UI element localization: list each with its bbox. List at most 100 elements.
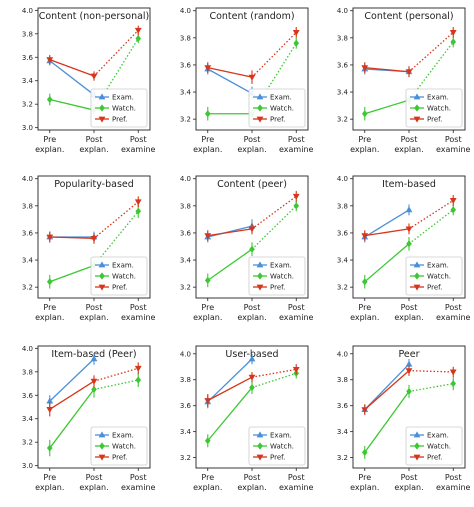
x-tick-label: explan. (237, 483, 266, 492)
x-tick-label: explan. (350, 313, 379, 322)
legend-label: Exam. (427, 94, 449, 102)
legend: Exam. Watch. Pref. (90, 88, 148, 128)
watch-point (135, 207, 142, 215)
x-tick-label: explan. (237, 145, 266, 154)
exam-point (90, 355, 98, 362)
exam-series-line (207, 358, 253, 403)
panel-title: Popularity-based (54, 179, 134, 190)
watch-series-dotted-line (251, 205, 297, 250)
y-tick-label: 3.6 (180, 229, 192, 237)
legend-label: Exam. (270, 94, 292, 102)
y-tick-label: 3.6 (180, 61, 192, 69)
y-tick-label: 4.0 (180, 7, 191, 15)
pref-point (90, 378, 98, 385)
x-tick-label: Post (130, 473, 147, 482)
watch-point (361, 448, 368, 457)
y-tick-label: 3.2 (180, 454, 191, 462)
legend-label: Watch. (112, 105, 136, 113)
y-tick-label: 4.0 (22, 7, 33, 15)
x-tick-label: Post (445, 135, 462, 144)
legend-swatch-marker (413, 261, 421, 268)
pref-point (405, 368, 413, 375)
pref-series-dotted-line (93, 201, 139, 239)
watch-point (406, 240, 412, 248)
legend-swatch-marker (414, 272, 420, 280)
watch-series-line (364, 391, 410, 453)
legend: Exam. Watch. Pref. (405, 88, 463, 128)
x-tick-label: explan. (79, 483, 108, 492)
legend-swatch-marker (413, 284, 421, 291)
legend-label: Pref. (270, 116, 285, 124)
y-tick-label: 3.6 (180, 402, 192, 410)
x-tick-label: explan. (394, 483, 423, 492)
x-tick-label: Pre (358, 135, 371, 144)
x-tick-label: examine (121, 313, 156, 322)
panel-title: Content (personal) (364, 11, 453, 22)
pref-point (46, 57, 54, 64)
watch-series-line (49, 389, 95, 449)
x-tick-label: examine (436, 145, 471, 154)
pref-point (248, 226, 256, 233)
pref-series-line (49, 236, 95, 240)
watch-point (91, 385, 97, 394)
legend-swatch-marker (99, 442, 105, 450)
legend: Exam. Watch. Pref. (248, 88, 306, 128)
plot-frame (352, 345, 466, 469)
y-tick-label: 3.6 (22, 54, 34, 62)
y-tick-label: 3.8 (180, 202, 191, 210)
x-tick-label: examine (279, 313, 314, 322)
x-tick-label: explan. (79, 145, 108, 154)
x-tick-label: Post (244, 473, 261, 482)
chart-panel: Item-based3.23.43.63.84.0Preexplan.Poste… (337, 175, 471, 322)
y-tick-label: 3.4 (180, 257, 192, 265)
watch-point (361, 278, 368, 286)
y-tick-label: 4.0 (337, 350, 348, 358)
legend: Exam. Watch. Pref. (405, 426, 463, 466)
chart-panel: Content (non-personal) 3.0 3.2 3.4 3.6 3.8 4.0… (22, 7, 156, 154)
legend-label: Exam. (112, 262, 134, 270)
legend-box (90, 88, 148, 128)
legend-label: Watch. (427, 273, 451, 281)
chart-panel: Item-based (Peer)3.03.23.43.63.84.0Preex… (22, 345, 156, 492)
x-tick-label: Post (288, 303, 305, 312)
pref-series-dotted-line (251, 195, 297, 230)
x-tick-label: Post (401, 135, 418, 144)
pref-point (248, 74, 256, 81)
legend-swatch-marker (257, 104, 263, 112)
legend-swatch-marker (99, 104, 105, 112)
watch-series-dotted-line (408, 209, 454, 245)
x-tick-label: Pre (201, 473, 214, 482)
legend-box (405, 256, 463, 296)
legend-swatch-marker (413, 431, 421, 438)
y-tick-label: 3.4 (22, 415, 34, 423)
watch-series-dotted-line (408, 41, 454, 101)
y-tick-label: 3.8 (337, 34, 348, 42)
panel-title: Content (random) (209, 11, 294, 22)
watch-point (249, 245, 255, 253)
legend-label: Watch. (427, 443, 451, 451)
y-tick-label: 3.8 (180, 376, 191, 384)
pref-point (134, 365, 142, 372)
pref-point (405, 69, 413, 76)
y-tick-label: 3.0 (22, 462, 33, 470)
watch-point (450, 380, 457, 388)
exam-point (405, 206, 413, 213)
y-tick-label: 3.8 (22, 202, 33, 210)
legend-swatch-marker (98, 261, 106, 268)
legend-label: Watch. (112, 443, 136, 451)
legend-label: Exam. (112, 94, 134, 102)
pref-series-line (207, 67, 253, 78)
pref-point (248, 374, 256, 381)
y-tick-label: 3.2 (337, 284, 348, 292)
legend-swatch-marker (98, 454, 106, 461)
x-tick-label: Post (401, 473, 418, 482)
pref-point (134, 27, 142, 34)
y-tick-label: 4.0 (337, 7, 348, 15)
exam-series-line (49, 358, 95, 402)
legend-label: Watch. (270, 105, 294, 113)
chart-panel: User-based3.23.43.63.84.0Preexplan.Poste… (180, 345, 314, 492)
legend-box (248, 256, 306, 296)
legend-label: Exam. (112, 432, 134, 440)
y-tick-label: 3.2 (180, 116, 191, 124)
pref-series-line (364, 370, 410, 411)
